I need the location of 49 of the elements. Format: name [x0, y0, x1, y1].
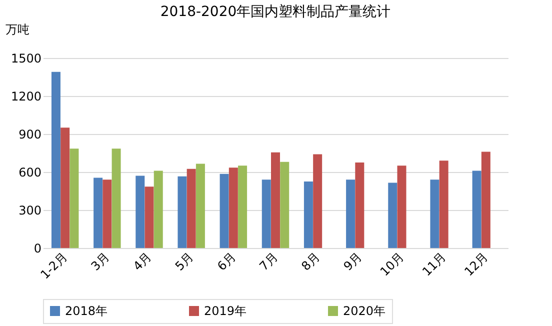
x-tick-label: 5月: [172, 250, 196, 274]
bar: [397, 166, 406, 248]
bar: [51, 72, 60, 248]
bar: [430, 180, 440, 248]
x-tick-label: 6月: [214, 250, 238, 274]
bar: [112, 148, 121, 248]
x-tick-label: 10月: [378, 250, 407, 279]
y-tick-label: 600: [18, 166, 42, 180]
bar: [304, 182, 313, 248]
bar: [102, 180, 112, 248]
x-tick-label: 3月: [88, 250, 112, 274]
bar: [136, 176, 145, 248]
x-tick-label: 8月: [298, 250, 323, 274]
bar: [94, 178, 103, 248]
bar: [472, 170, 482, 248]
bar: [144, 186, 154, 248]
x-tick-label: 7月: [256, 250, 280, 274]
y-tick-label: 1500: [10, 52, 42, 66]
bar: [220, 174, 229, 248]
chart-title: 2018-2020年国内塑料制品产量统计: [160, 4, 391, 20]
y-tick-label: 900: [18, 128, 42, 142]
bar: [228, 168, 238, 248]
bar: [238, 166, 248, 248]
y-tick-label: 1200: [10, 90, 42, 104]
legend-label: 2019年: [204, 304, 247, 318]
bar: [178, 176, 187, 248]
x-tick-label: 11月: [420, 250, 449, 279]
bar: [280, 162, 290, 248]
bar: [70, 148, 79, 248]
bar: [346, 180, 356, 248]
bar: [355, 162, 364, 248]
legend-label: 2020年: [343, 304, 386, 318]
x-tick-label: 12月: [462, 250, 491, 279]
bar: [481, 152, 490, 248]
bar: [271, 152, 280, 248]
bar: [186, 168, 196, 248]
bar: [313, 154, 322, 248]
bar: [388, 182, 398, 248]
legend-label: 2018年: [65, 304, 108, 318]
bar: [196, 164, 205, 248]
y-tick-label: 0: [34, 242, 42, 256]
y-tick-label: 300: [18, 204, 42, 218]
bar: [439, 160, 448, 248]
bar: [262, 180, 271, 248]
bar: [154, 170, 163, 248]
y-axis-title: 万吨: [6, 22, 30, 36]
x-tick-label: 9月: [340, 250, 365, 274]
bar: [60, 128, 70, 248]
x-tick-label: 4月: [130, 250, 154, 274]
